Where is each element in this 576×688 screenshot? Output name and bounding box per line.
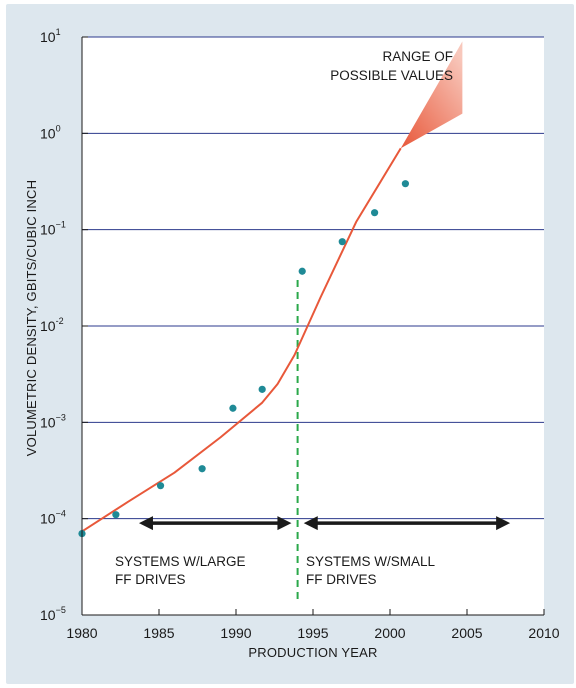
y-tick-exponent: -2 — [56, 316, 64, 326]
era-arrow-head-right — [277, 516, 292, 531]
era-label-line: SYSTEMS W/LARGE — [115, 554, 246, 569]
era-arrows — [138, 516, 511, 531]
range-fan-area — [400, 41, 463, 149]
era-arrow-head-left — [138, 516, 153, 531]
y-tick-base: 10 — [40, 318, 56, 334]
era-label-line: FF DRIVES — [115, 572, 186, 587]
y-tick-base: 10 — [40, 222, 56, 238]
x-tick-label: 1980 — [66, 625, 97, 641]
y-tick-base: 10 — [40, 414, 56, 430]
x-tick-label: 2010 — [528, 625, 559, 641]
y-tick-label: 10−3 — [40, 412, 66, 430]
x-tick-label: 1985 — [143, 625, 174, 641]
y-tick-label: 100 — [40, 123, 61, 141]
y-tick-base: 10 — [40, 29, 56, 45]
era-arrow-head-right — [496, 516, 511, 531]
y-tick-label: 10-2 — [40, 316, 64, 334]
y-tick-exponent: −4 — [56, 509, 66, 519]
x-tick-label: 1995 — [297, 625, 328, 641]
data-point — [229, 404, 237, 412]
trend-line — [79, 147, 402, 534]
data-point — [112, 511, 120, 519]
range-annotation-line: RANGE OF — [382, 49, 453, 64]
x-tick-label: 2000 — [374, 625, 405, 641]
range-of-possible-values-fan — [400, 41, 463, 149]
y-tick-base: 10 — [40, 511, 56, 527]
data-point — [371, 209, 379, 217]
y-tick-exponent: −1 — [56, 220, 66, 230]
y-tick-base: 10 — [40, 125, 56, 141]
data-point — [298, 267, 306, 275]
x-axis-label: PRODUCTION YEAR — [248, 645, 377, 660]
axes — [81, 36, 545, 616]
x-tick-labels: 1980 1985 1990 1995 2000 2005 2010 — [66, 625, 559, 641]
era-label-line: SYSTEMS W/SMALL — [306, 554, 436, 569]
data-point — [198, 465, 206, 473]
era-label-line: FF DRIVES — [306, 572, 377, 587]
y-tick-base: 10 — [40, 607, 56, 623]
data-point — [401, 180, 409, 188]
x-tick-label: 2005 — [451, 625, 482, 641]
y-tick-label: 10−4 — [40, 509, 66, 527]
chart-labels: PRODUCTION YEAR VOLUMETRIC DENSITY, GBITS… — [24, 49, 453, 660]
data-points — [78, 180, 409, 538]
y-tick-exponent: 0 — [56, 123, 61, 133]
y-tick-label: 10−5 — [40, 605, 66, 623]
y-tick-exponent: −3 — [56, 412, 66, 422]
y-tick-label: 101 — [40, 27, 61, 45]
trend-polyline — [79, 147, 402, 534]
x-tick-label: 1990 — [220, 625, 251, 641]
y-axis-label: VOLUMETRIC DENSITY, GBITS/CUBIC INCH — [24, 180, 39, 456]
data-point — [258, 385, 266, 393]
y-tick-exponent: −5 — [56, 605, 66, 615]
era-arrow-head-left — [303, 516, 318, 531]
y-tick-exponent: 1 — [56, 27, 61, 37]
y-tick-label: 10−1 — [40, 220, 66, 238]
data-point — [338, 238, 346, 246]
data-point — [156, 482, 165, 490]
range-annotation-line: POSSIBLE VALUES — [330, 68, 453, 83]
